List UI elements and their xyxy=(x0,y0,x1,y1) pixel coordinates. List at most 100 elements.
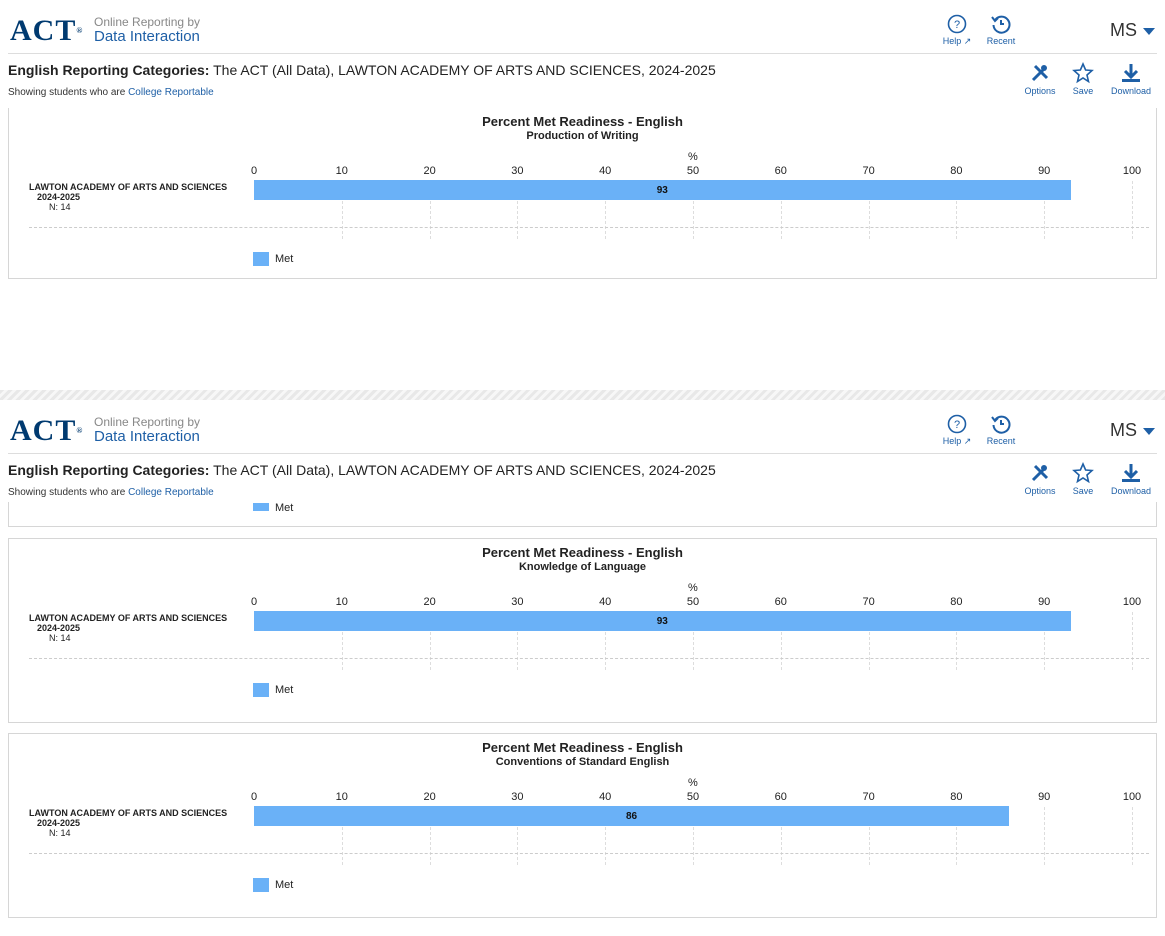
download-button[interactable]: Download xyxy=(1106,462,1156,497)
help-button[interactable]: ? Help ↗ xyxy=(937,414,977,447)
row-label: LAWTON ACADEMY OF ARTS AND SCIENCES 2024-… xyxy=(29,808,227,838)
filter-prefix: Showing students who are xyxy=(8,87,129,98)
help-icon: ? xyxy=(947,414,967,434)
download-button[interactable]: Download xyxy=(1106,62,1156,97)
filter-summary: Showing students who are College Reporta… xyxy=(8,487,214,498)
x-tick-label: 50 xyxy=(686,596,700,608)
gridline xyxy=(605,807,607,865)
bar-value-label: 93 xyxy=(656,185,668,196)
recent-button[interactable]: Recent xyxy=(981,414,1021,447)
recent-button[interactable]: Recent xyxy=(981,14,1021,47)
x-tick-label: 80 xyxy=(950,791,963,803)
star-icon xyxy=(1072,462,1094,484)
external-link-icon: ↗ xyxy=(963,436,972,446)
options-button[interactable]: Options xyxy=(1020,462,1060,497)
gridline xyxy=(1132,612,1133,670)
chart-legend[interactable]: Met xyxy=(253,878,293,892)
gridline xyxy=(517,612,519,670)
page-title-label: English Reporting Categories: xyxy=(8,62,210,78)
download-icon xyxy=(1122,64,1140,82)
history-icon xyxy=(991,15,1011,34)
x-tick-label: 10 xyxy=(335,165,348,177)
help-button[interactable]: ? Help ↗ xyxy=(937,14,977,47)
x-tick-label: 0 xyxy=(250,596,258,608)
chart-panel-production-of-writing: Percent Met Readiness - English Productio… xyxy=(8,108,1157,279)
legend-swatch xyxy=(253,878,269,892)
bar-met[interactable] xyxy=(254,611,1071,631)
user-menu[interactable]: MS xyxy=(1110,20,1155,41)
chart-legend: Met xyxy=(253,502,293,514)
x-tick-label: 0 xyxy=(250,791,258,803)
bar-met[interactable] xyxy=(254,806,1010,826)
options-label: Options xyxy=(1024,486,1056,496)
caret-down-icon xyxy=(1143,27,1155,35)
x-tick-label: 70 xyxy=(862,791,875,803)
legend-swatch xyxy=(253,503,269,511)
gridline xyxy=(429,181,431,239)
x-tick-label: 20 xyxy=(423,596,436,608)
gridline xyxy=(1132,181,1133,239)
tools-icon xyxy=(1031,64,1049,82)
caret-down-icon xyxy=(1143,427,1155,435)
act-logo[interactable]: ACT® xyxy=(10,14,84,47)
gridline xyxy=(780,612,782,670)
gridline xyxy=(956,612,958,670)
legend-swatch xyxy=(253,252,269,266)
school-name: LAWTON ACADEMY OF ARTS AND SCIENCES xyxy=(29,808,228,818)
x-tick-label: 60 xyxy=(774,596,787,608)
screenshot-bottom: ACT® Online Reporting by Data Interactio… xyxy=(0,400,1165,936)
user-initials: MS xyxy=(1110,420,1137,440)
chart-subtitle: Conventions of Standard English xyxy=(495,756,670,768)
brand-name: Data Interaction xyxy=(94,28,200,45)
page-title: English Reporting Categories: The ACT (A… xyxy=(8,62,716,78)
save-button[interactable]: Save xyxy=(1068,462,1098,497)
filter-link[interactable]: College Reportable xyxy=(128,87,214,98)
chart-panel-conventions-of-standard-english: Percent Met Readiness - English Conventio… xyxy=(8,733,1157,918)
gridline xyxy=(1132,807,1133,865)
page-title-text: The ACT (All Data), LAWTON ACADEMY OF AR… xyxy=(209,462,716,478)
gridline xyxy=(1044,612,1046,670)
save-label: Save xyxy=(1072,86,1094,96)
row-divider xyxy=(29,227,1149,228)
page-title-label: English Reporting Categories: xyxy=(8,462,210,478)
x-tick-label: 60 xyxy=(774,791,787,803)
chart-subtitle: Knowledge of Language xyxy=(518,561,647,573)
save-label: Save xyxy=(1072,486,1094,496)
act-logo[interactable]: ACT® xyxy=(10,414,84,447)
gridline xyxy=(868,181,870,239)
chart-panel-knowledge-of-language: Percent Met Readiness - English Knowledge… xyxy=(8,538,1157,723)
filter-link[interactable]: College Reportable xyxy=(128,487,214,498)
gridline xyxy=(517,807,519,865)
download-label: Download xyxy=(1110,86,1152,96)
chart-subtitle: Production of Writing xyxy=(526,130,639,142)
x-tick-label: 40 xyxy=(599,596,612,608)
gridline xyxy=(956,181,958,239)
user-menu[interactable]: MS xyxy=(1110,420,1155,441)
history-icon xyxy=(991,415,1011,434)
row-divider xyxy=(29,853,1149,854)
chart-legend[interactable]: Met xyxy=(253,252,293,266)
x-tick-label: 60 xyxy=(774,165,787,177)
brand-tagline: Online Reporting by xyxy=(94,415,201,429)
save-button[interactable]: Save xyxy=(1068,62,1098,97)
x-tick-label: 70 xyxy=(862,165,875,177)
gridline xyxy=(1044,807,1046,865)
bar-value-label: 93 xyxy=(656,616,668,627)
options-button[interactable]: Options xyxy=(1020,62,1060,97)
x-tick-label: 0 xyxy=(250,165,258,177)
chart-title: Percent Met Readiness - English xyxy=(482,740,683,755)
x-tick-label: 90 xyxy=(1038,791,1051,803)
gridline xyxy=(868,612,870,670)
header-divider xyxy=(8,453,1157,454)
gridline xyxy=(517,181,519,239)
x-tick-label: 100 xyxy=(1122,596,1142,608)
x-tick-label: 90 xyxy=(1038,596,1051,608)
app-header: ACT® Online Reporting by Data Interactio… xyxy=(0,400,1165,452)
student-count: N: 14 xyxy=(49,633,71,643)
bar-met[interactable] xyxy=(254,180,1071,200)
chart-legend[interactable]: Met xyxy=(253,683,293,697)
help-label: Help xyxy=(942,36,962,46)
x-tick-label: 10 xyxy=(335,596,348,608)
x-tick-label: 80 xyxy=(950,165,963,177)
gridline xyxy=(868,807,870,865)
